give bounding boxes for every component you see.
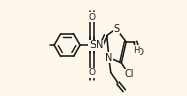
- Text: N: N: [105, 53, 113, 63]
- Text: H: H: [133, 46, 139, 55]
- Text: N: N: [96, 40, 103, 50]
- Text: O: O: [89, 13, 96, 22]
- Text: Cl: Cl: [124, 69, 134, 79]
- Text: O: O: [137, 48, 144, 57]
- Text: O: O: [89, 68, 96, 77]
- Text: S: S: [89, 40, 96, 50]
- Text: S: S: [113, 24, 119, 34]
